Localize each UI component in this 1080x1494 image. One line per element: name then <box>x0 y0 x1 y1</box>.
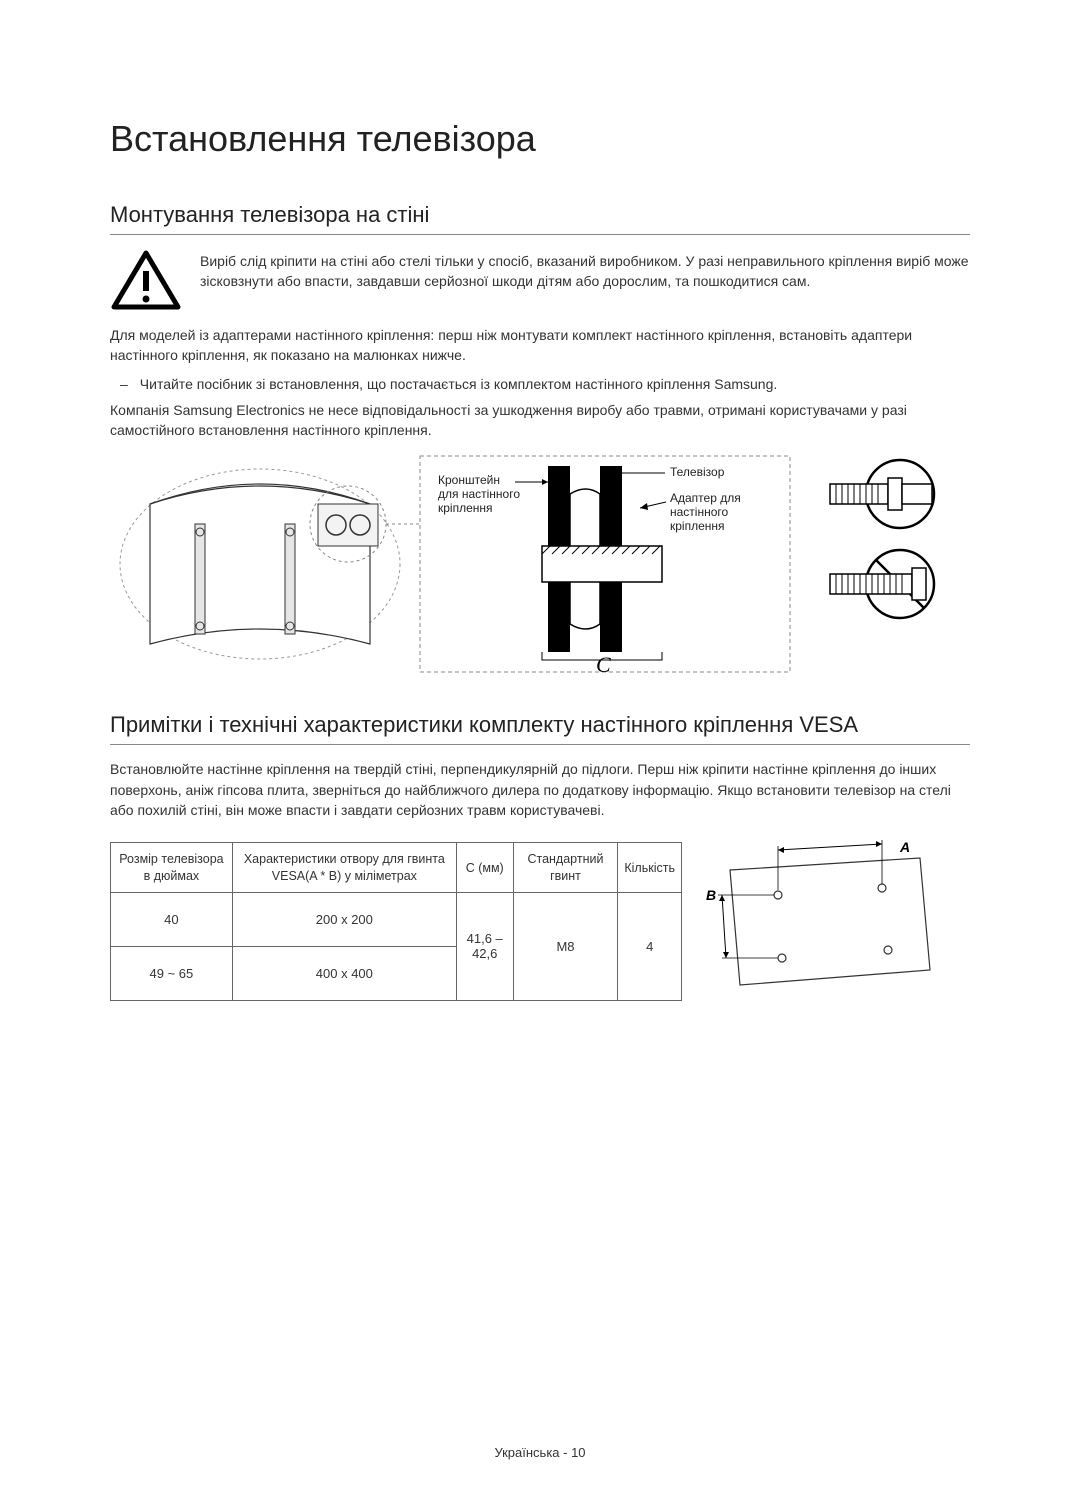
table-row: 40 200 x 200 41,6 – 42,6 M8 4 <box>111 892 682 946</box>
section2-title: Примітки і технічні характеристики компл… <box>110 712 970 745</box>
cell-qty: 4 <box>618 892 682 1000</box>
section1-bullet: – Читайте посібник зі встановлення, що п… <box>120 374 970 394</box>
th-c: C (мм) <box>456 843 513 893</box>
th-vesa: Характеристики отвору для гвинта VESA(A … <box>232 843 456 893</box>
page-title: Встановлення телевізора <box>110 118 970 160</box>
label-tv: Телевізор <box>670 465 725 479</box>
label-c: C <box>596 652 611 676</box>
section1-title: Монтування телевізора на стіні <box>110 202 970 235</box>
bullet-text: Читайте посібник зі встановлення, що пос… <box>140 374 777 394</box>
page-footer: Українська - 10 <box>0 1445 1080 1460</box>
warning-icon <box>110 249 182 313</box>
warning-block: Виріб слід кріпити на стіні або стелі ті… <box>110 249 970 313</box>
cell-vesa-0: 200 x 200 <box>232 892 456 946</box>
th-qty: Кількість <box>618 843 682 893</box>
bullet-dash: – <box>120 374 128 394</box>
installation-diagram: Кронштейн для настінного кріплення Телев… <box>110 454 970 676</box>
section1-para2: Компанія Samsung Electronics не несе від… <box>110 400 970 441</box>
cell-screw: M8 <box>513 892 618 1000</box>
cell-vesa-1: 400 x 400 <box>232 946 456 1000</box>
cell-size-0: 40 <box>111 892 233 946</box>
label-b: B <box>706 887 716 903</box>
warning-text: Виріб слід кріпити на стіні або стелі ті… <box>200 249 970 292</box>
vesa-dimension-diagram: A B <box>700 840 950 995</box>
cell-c: 41,6 – 42,6 <box>456 892 513 1000</box>
label-adapter: Адаптер для настінного кріплення <box>670 491 744 533</box>
section2-para: Встановлюйте настінне кріплення на тверд… <box>110 759 970 820</box>
cell-size-1: 49 ~ 65 <box>111 946 233 1000</box>
label-bracket: Кронштейн для настінного кріплення <box>438 473 523 515</box>
th-size: Розмір телевізора в дюймах <box>111 843 233 893</box>
vesa-table: Розмір телевізора в дюймах Характеристик… <box>110 842 682 1001</box>
th-screw: Стандартний гвинт <box>513 843 618 893</box>
label-a: A <box>899 840 910 855</box>
section1-para1: Для моделей із адаптерами настінного крі… <box>110 325 970 366</box>
